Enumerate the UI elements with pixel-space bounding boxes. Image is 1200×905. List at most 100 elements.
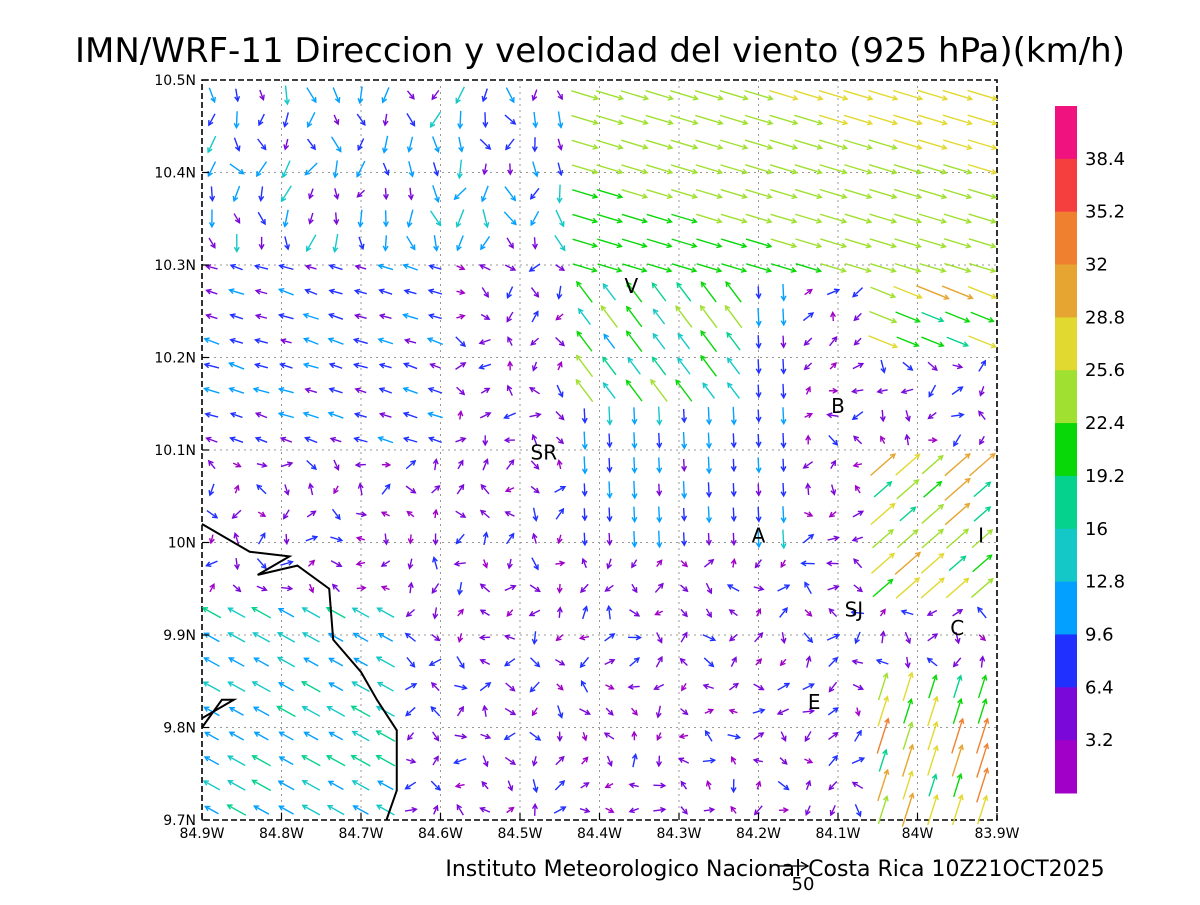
wind-arrow	[896, 454, 920, 475]
wind-arrow-shaft	[819, 140, 846, 148]
wind-arrow	[943, 140, 971, 149]
wind-arrow	[657, 756, 662, 766]
wind-arrow-shaft	[597, 165, 622, 173]
wind-arrow	[929, 675, 937, 698]
wind-arrow-shaft	[622, 190, 647, 198]
wind-arrow	[507, 287, 512, 298]
wind-arrow	[671, 214, 696, 223]
wind-arrow	[431, 781, 440, 790]
wind-arrow-shaft	[328, 806, 344, 815]
wind-arrow	[781, 336, 786, 348]
wind-arrow-shaft	[869, 189, 896, 197]
wind-arrow	[853, 685, 863, 690]
wind-arrow-shaft	[252, 780, 270, 790]
wind-arrow	[557, 461, 562, 469]
wind-arrow	[971, 312, 994, 322]
wind-arrow	[632, 584, 637, 592]
wind-arrow-shaft	[555, 235, 565, 250]
wind-arrow	[830, 512, 836, 517]
wind-arrow	[731, 779, 736, 792]
wind-arrow	[855, 804, 860, 816]
wind-arrow-shaft	[601, 306, 617, 327]
wind-arrow	[302, 682, 320, 692]
wind-arrow	[210, 210, 215, 227]
wind-arrow-shaft	[783, 530, 784, 548]
wind-arrow-shaft	[869, 336, 897, 347]
wind-arrow	[581, 584, 588, 592]
wind-arrow-shaft	[728, 358, 740, 374]
wind-arrow	[754, 684, 764, 689]
wind-arrow	[279, 683, 293, 691]
wind-arrow	[557, 286, 562, 298]
wind-arrow-shaft	[969, 454, 994, 476]
wind-arrow	[458, 610, 463, 616]
wind-arrow	[647, 214, 672, 222]
wind-arrow	[769, 91, 797, 100]
wind-arrow-shaft	[895, 553, 920, 575]
wind-arrow	[630, 808, 639, 813]
wind-arrow	[728, 585, 739, 591]
colorbar-label: 16	[1085, 519, 1108, 540]
wind-arrow-shaft	[903, 723, 912, 750]
colorbar-label: 22.4	[1085, 413, 1125, 434]
wind-arrow	[944, 189, 971, 198]
wind-arrow	[805, 338, 812, 345]
wind-arrow	[481, 734, 490, 738]
wind-arrow	[795, 214, 821, 223]
colorbar-swatch	[1055, 634, 1077, 687]
wind-arrow	[806, 781, 811, 790]
wind-arrow	[533, 804, 538, 816]
wind-arrow	[533, 362, 538, 370]
wind-arrow	[952, 745, 963, 776]
wind-arrow	[406, 461, 415, 469]
wind-arrow	[646, 140, 672, 149]
wind-arrow	[622, 239, 646, 247]
wind-arrow-shaft	[795, 190, 821, 198]
wind-arrow	[855, 731, 861, 742]
wind-arrow	[704, 560, 713, 567]
wind-arrow	[505, 635, 514, 640]
wind-arrow-shaft	[978, 699, 986, 723]
wind-arrow	[408, 733, 414, 740]
wind-arrow	[803, 313, 813, 321]
wind-arrow	[382, 512, 390, 516]
wind-arrow	[483, 706, 488, 717]
wind-arrow	[480, 340, 491, 345]
wind-arrow-shaft	[646, 115, 673, 123]
wind-arrow	[433, 185, 439, 201]
colorbar-swatch	[1055, 212, 1077, 265]
wind-arrow	[627, 307, 642, 327]
wind-arrow	[230, 388, 244, 394]
wind-arrow	[980, 657, 985, 668]
wind-arrow	[205, 732, 218, 739]
wind-arrow-shaft	[845, 214, 871, 222]
wind-arrow	[508, 362, 513, 371]
colorbar-label: 38.4	[1085, 149, 1125, 170]
wind-arrow	[258, 512, 265, 516]
wind-arrow	[778, 781, 788, 789]
wind-arrow	[457, 265, 465, 269]
wind-arrow	[257, 485, 266, 494]
wind-arrow-shaft	[946, 578, 968, 597]
wind-arrow	[203, 608, 221, 618]
wind-arrow	[969, 454, 994, 476]
wind-arrow	[285, 86, 290, 104]
wind-arrow-shaft	[844, 115, 872, 123]
wind-arrow	[969, 239, 995, 248]
wind-arrow	[557, 185, 562, 203]
wind-arrow	[533, 237, 538, 248]
wind-arrow	[233, 186, 239, 201]
wind-arrow	[556, 337, 564, 345]
wind-arrow	[974, 482, 990, 496]
wind-arrow	[607, 559, 612, 568]
wind-arrow-shaft	[627, 307, 642, 327]
wind-arrow	[653, 357, 666, 375]
wind-arrow	[729, 684, 737, 690]
y-tick-label: 9.9N	[163, 628, 196, 644]
wind-arrow	[483, 756, 488, 766]
wind-arrow	[707, 407, 712, 424]
wind-arrow	[507, 238, 513, 248]
wind-arrow	[571, 91, 598, 100]
